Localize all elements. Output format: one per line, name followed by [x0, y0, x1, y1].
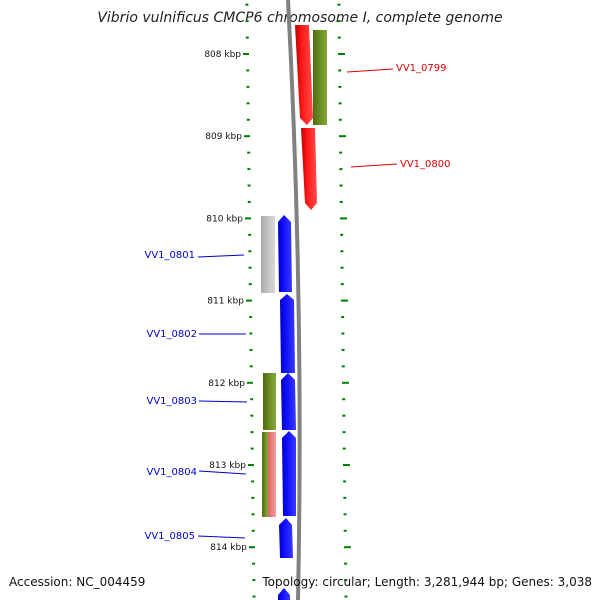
- cog-bar: [262, 432, 268, 517]
- gene-arrow-vv1-0802[interactable]: [280, 294, 295, 373]
- gene-leader-line: [197, 535, 246, 539]
- kbp-scale: 808 kbp 809 kbp 810 kbp 811 kbp 812 kbp 813 k…: [204, 50, 247, 553]
- cog-bar: [313, 30, 327, 125]
- kbp-tick-label: 808 kbp: [204, 50, 241, 60]
- cog-bar: [261, 216, 275, 293]
- topology-label: Topology: circular; Length: 3,281,944 bp…: [262, 575, 592, 589]
- genome-backbone: [286, 0, 302, 600]
- gene-arrow-vv1-0803[interactable]: [281, 373, 296, 430]
- gene-label-vv1-0802[interactable]: VV1_0802: [147, 329, 198, 340]
- kbp-tick-label: 811 kbp: [207, 297, 244, 307]
- kbp-tick-label: 814 kbp: [210, 543, 247, 553]
- gene-arrow-vv1-0799[interactable]: [295, 25, 313, 125]
- gene-leader-line: [197, 254, 245, 258]
- gene-label-vv1-0800[interactable]: VV1_0800: [400, 159, 451, 170]
- kbp-tick-label: 809 kbp: [205, 132, 242, 142]
- accession-label: Accession: NC_004459: [9, 575, 146, 589]
- kbp-tick-label: 813 kbp: [209, 461, 246, 471]
- gene-leader-line: [198, 400, 248, 403]
- gene-label-vv1-0804[interactable]: VV1_0804: [147, 467, 198, 478]
- gene-label-vv1-0799[interactable]: VV1_0799: [396, 63, 447, 74]
- kbp-tick-label: 810 kbp: [206, 214, 243, 224]
- kbp-tick-label: 812 kbp: [208, 379, 245, 389]
- gene-label-vv1-0801[interactable]: VV1_0801: [145, 250, 196, 261]
- gene-arrow[interactable]: [278, 588, 290, 600]
- gene-labels: VV1_0799 VV1_0800 VV1_0801 VV1_0802 VV1_0803…: [145, 63, 451, 542]
- map-title: Vibrio vulnificus CMCP6 chromosome I, co…: [97, 10, 503, 26]
- gene-arrow-vv1-0800[interactable]: [301, 128, 317, 210]
- outer-tick-ring: [337, 3, 351, 598]
- gene-arrow-vv1-0804[interactable]: [282, 431, 296, 516]
- gene-leader-line: [346, 68, 394, 73]
- gene-arrow-vv1-0801[interactable]: [278, 215, 292, 292]
- gene-arrow-vv1-0805[interactable]: [279, 518, 293, 558]
- inner-tick-ring: [243, 3, 256, 598]
- cog-bar: [263, 373, 276, 430]
- gene-leader-line: [350, 163, 398, 168]
- gene-label-vv1-0803[interactable]: VV1_0803: [147, 396, 198, 407]
- gene-leader-line: [198, 470, 247, 475]
- gene-label-vv1-0805[interactable]: VV1_0805: [145, 531, 196, 542]
- cog-bar: [268, 432, 276, 517]
